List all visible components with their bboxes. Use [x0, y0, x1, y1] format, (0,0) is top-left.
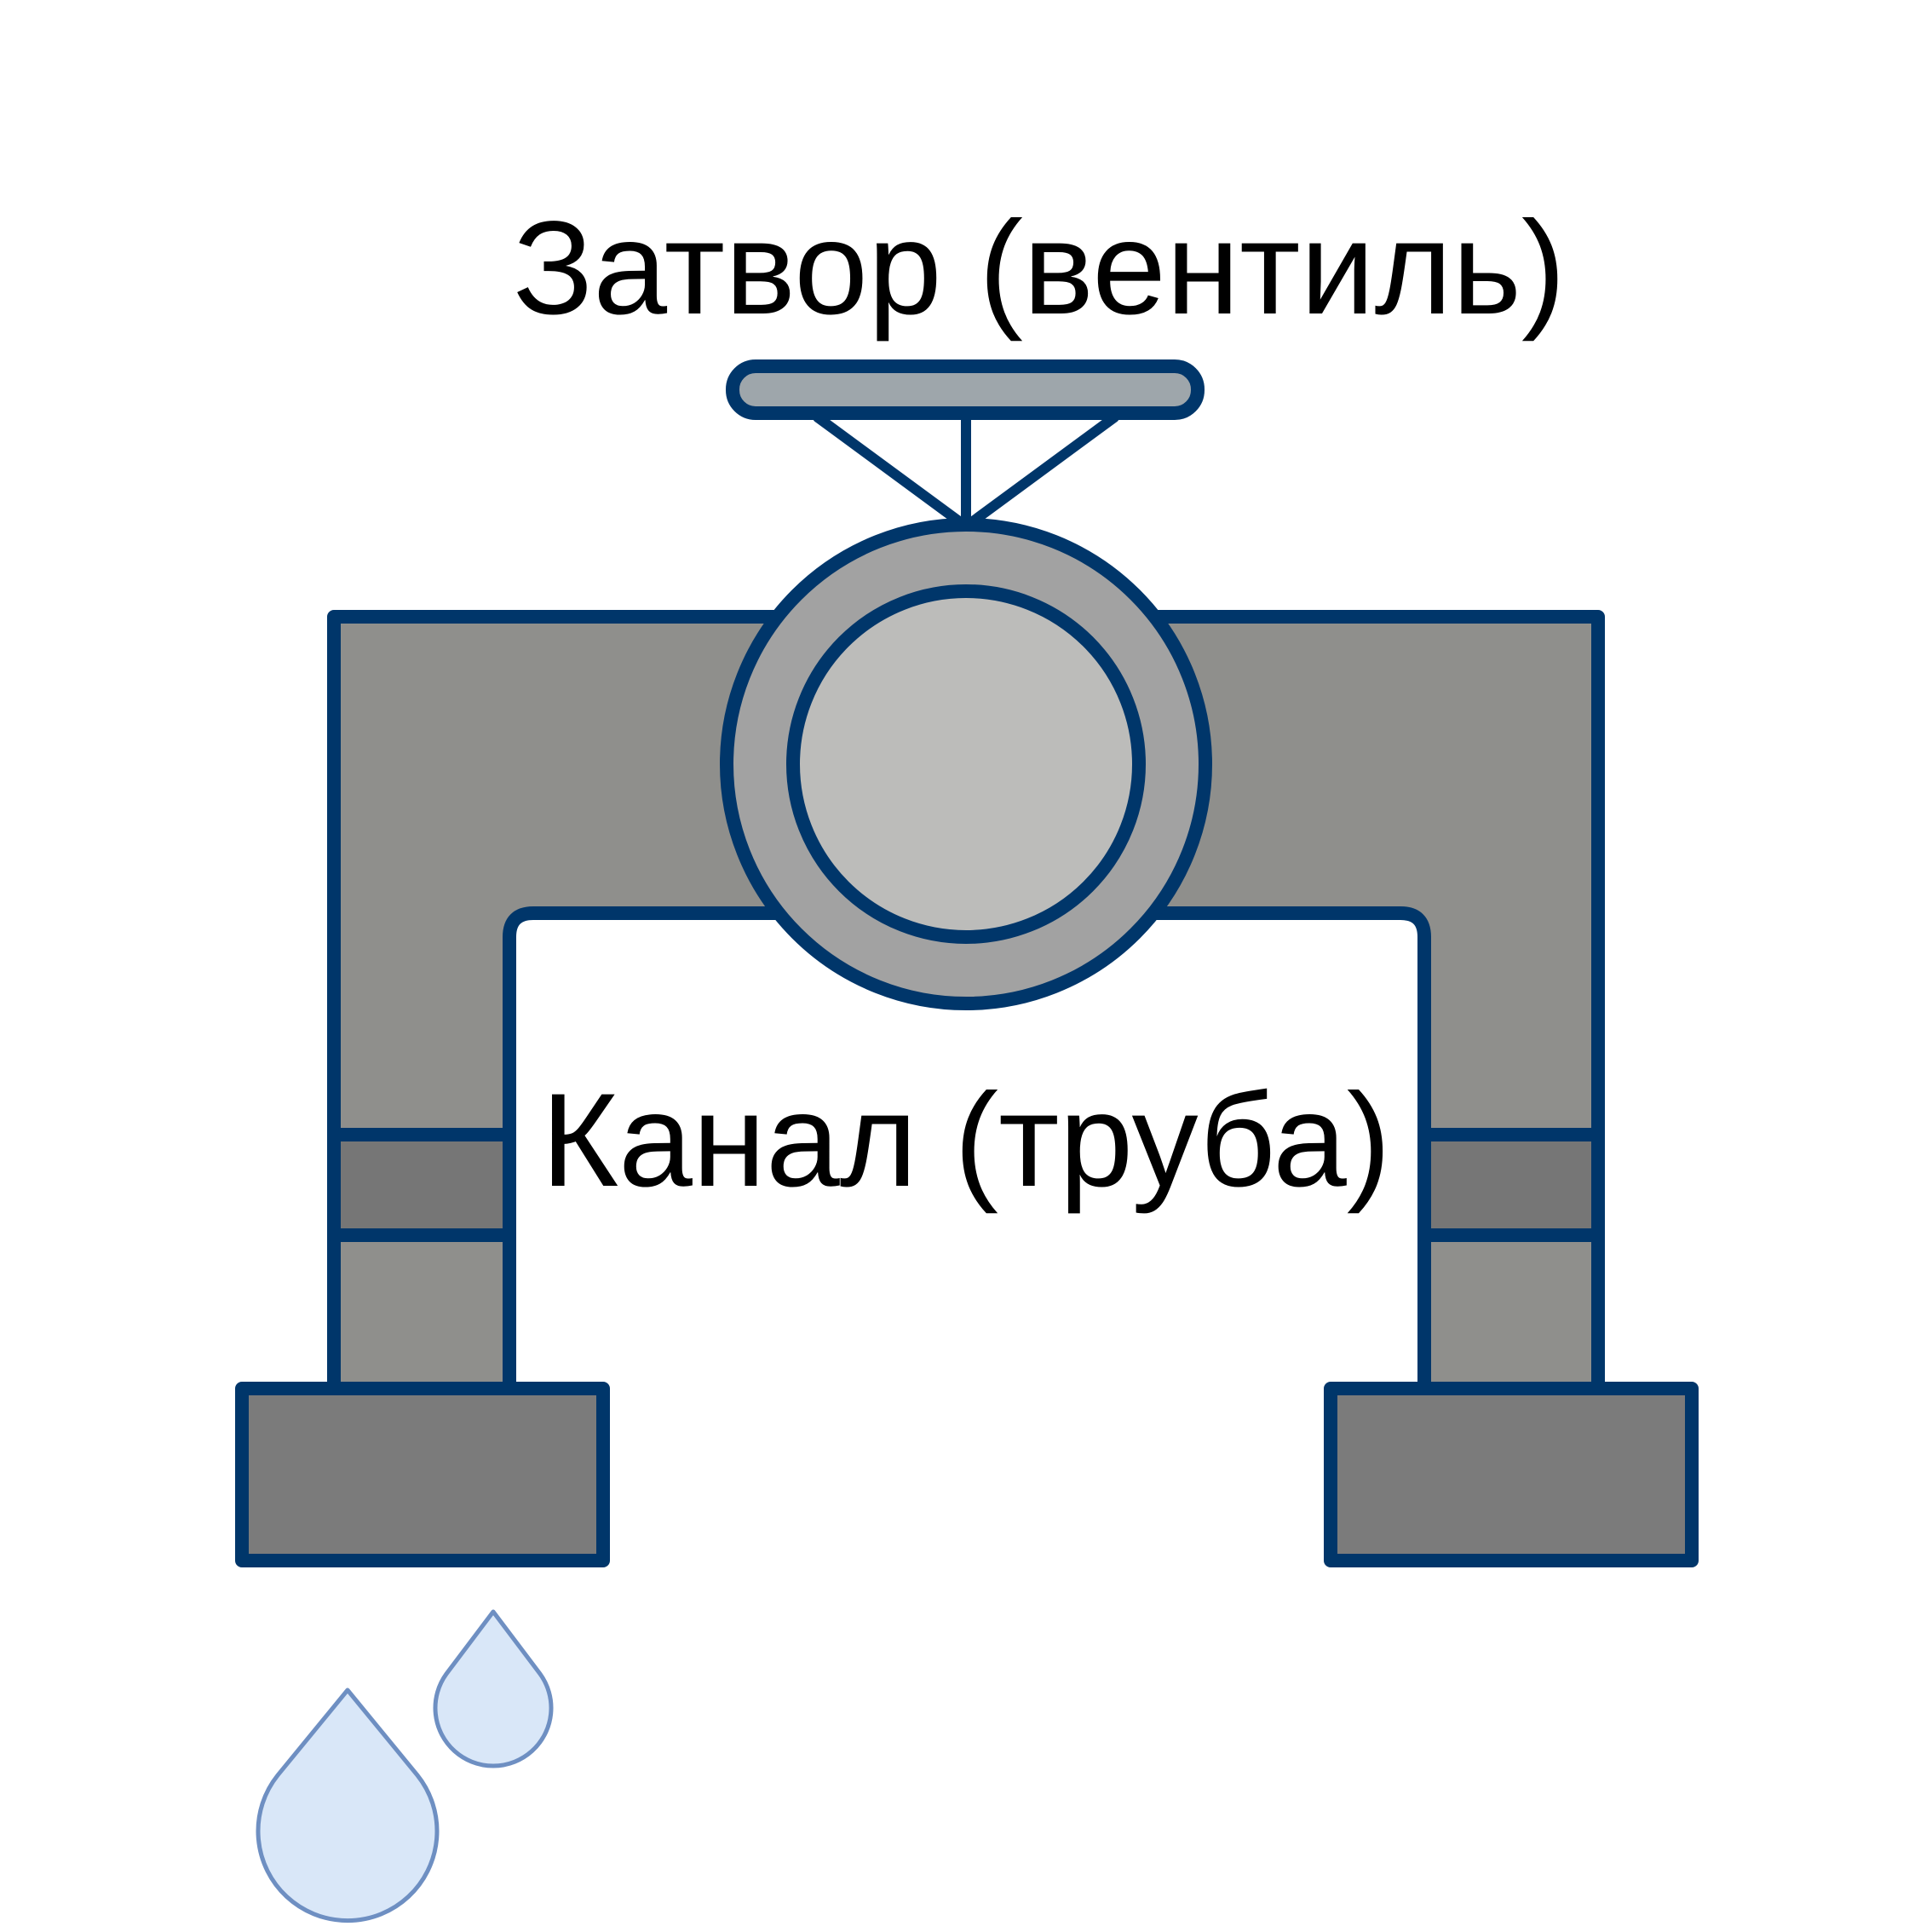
- left-flange: [235, 1382, 610, 1567]
- right-pipe-collar: [1417, 1128, 1605, 1242]
- valve-label: Затвор (вентиль): [513, 194, 1566, 342]
- water-drop-icon: [433, 1609, 554, 1768]
- valve-body: [720, 518, 1212, 1010]
- left-pipe-collar: [327, 1128, 516, 1242]
- valve-disc: [786, 584, 1146, 944]
- water-drop-icon: [256, 1688, 440, 1923]
- right-flange: [1324, 1382, 1699, 1567]
- channel-label: Канал (труба): [541, 1067, 1391, 1215]
- valve-handle: [726, 359, 1205, 420]
- valve-handwheel-icon: [726, 359, 1205, 532]
- channel-pipe: [327, 610, 1605, 1395]
